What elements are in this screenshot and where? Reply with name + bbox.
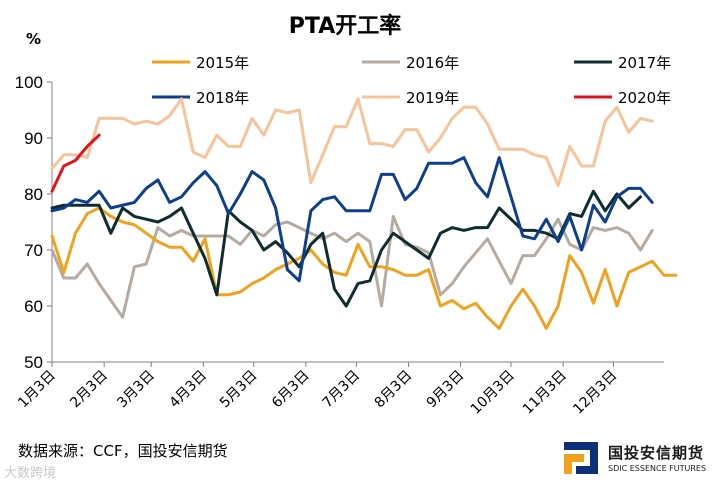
series-line-2018年 [50, 156, 654, 283]
x-tick-label: 8月3日 [372, 368, 416, 412]
data-source-note: 数据来源：CCF，国投安信期货 [18, 442, 228, 460]
x-tick-label: 7月3日 [319, 368, 363, 412]
series-line-2019年 [50, 97, 654, 188]
watermark: 大数跨境 [4, 466, 57, 481]
logo-icon [562, 440, 600, 476]
y-tick-label: 90 [24, 129, 43, 148]
y-tick-label: 60 [24, 297, 43, 316]
y-tick-label: 80 [24, 185, 43, 204]
x-tick-label: 11月3日 [520, 368, 570, 418]
x-tick-label: 1月3日 [15, 368, 59, 412]
x-tick-label: 4月3日 [166, 368, 210, 412]
legend-label: 2019年 [406, 89, 459, 107]
x-tick-label: 5月3日 [217, 368, 261, 412]
legend-label: 2018年 [196, 89, 249, 107]
logo-english-name: SDIC ESSENCE FUTURES [608, 464, 707, 473]
y-tick-label: 70 [24, 241, 43, 260]
legend: 2015年 2016年 2017年 2018年 2019年 2020年 [152, 54, 671, 107]
series-line-2020年 [50, 133, 101, 193]
series-line-2017年 [50, 189, 642, 308]
legend-label: 2015年 [196, 54, 249, 72]
x-tick-label: 3月3日 [114, 368, 158, 412]
logo-company-name: 国投安信期货 [608, 444, 705, 462]
x-tick-label: 9月3日 [424, 368, 468, 412]
y-axis: 50 60 70 80 90 100 [15, 73, 53, 372]
legend-label: 2020年 [618, 89, 671, 107]
x-axis: 1月3日 2月3日 3月3日 4月3日 5月3日 6月3日 7月3日 8月3日 9月3日 10月3… [15, 361, 664, 418]
y-tick-label: 100 [15, 73, 43, 92]
legend-label: 2016年 [406, 54, 459, 72]
x-tick-label: 12月3日 [570, 368, 620, 418]
company-logo: 国投安信期货 SDIC ESSENCE FUTURES [560, 438, 720, 480]
x-tick-label: 10月3日 [468, 368, 518, 418]
x-tick-label: 2月3日 [67, 368, 111, 412]
series-line-2015年 [50, 206, 678, 330]
x-tick-label: 6月3日 [269, 368, 313, 412]
y-axis-unit: % [26, 30, 41, 48]
chart-title: PTA开工率 [289, 13, 401, 39]
y-tick-label: 50 [24, 353, 43, 372]
legend-label: 2017年 [618, 54, 671, 72]
series-layer [50, 97, 678, 330]
